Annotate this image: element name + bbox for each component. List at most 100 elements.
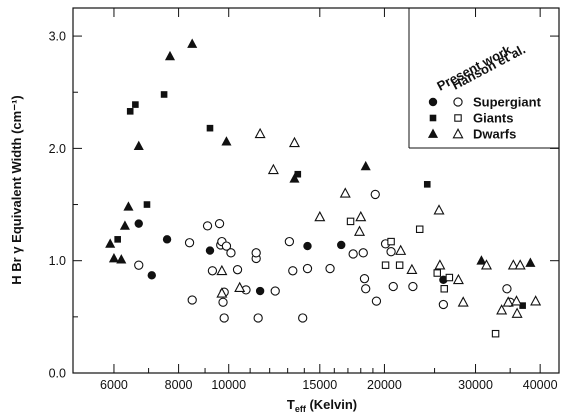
point-open-triangle (514, 259, 526, 270)
point-filled-triangle (105, 238, 116, 248)
legend: Present work Hanson et al. SupergiantGia… (408, 8, 559, 149)
point-filled-triangle (123, 201, 134, 211)
point-open-circle (219, 313, 229, 323)
legend-marker-filled-circle (428, 97, 438, 107)
legend-marker-filled-square (429, 114, 437, 122)
point-open-triangle (353, 225, 366, 236)
point-open-circle (388, 281, 398, 292)
point-open-circle (251, 248, 261, 258)
point-filled-circle (162, 235, 172, 244)
point-open-triangle (288, 136, 300, 148)
point-open-circle (207, 266, 218, 276)
point-open-circle (325, 263, 335, 274)
x-tick-label: 6000 (100, 378, 128, 392)
point-filled-square (143, 201, 151, 208)
point-filled-triangle (187, 38, 198, 48)
point-open-circle (232, 265, 243, 275)
point-filled-triangle (119, 220, 130, 230)
x-tick-label: 40000 (523, 378, 558, 392)
y-axis-label: H Br γ Equivalent Width (cm⁻¹) (9, 95, 24, 284)
point-open-triangle (234, 281, 246, 292)
point-open-circle (221, 241, 232, 251)
series-filled-square (114, 91, 526, 309)
point-open-square (433, 269, 441, 277)
legend-marker-open-circle (453, 97, 463, 107)
point-open-circle (348, 249, 358, 259)
point-open-triangle (457, 296, 469, 307)
point-open-triangle (510, 295, 523, 306)
point-filled-circle (303, 241, 312, 251)
point-open-circle (214, 218, 225, 229)
point-open-circle (358, 248, 368, 258)
point-filled-triangle (108, 252, 119, 263)
point-open-square (346, 217, 355, 226)
point-open-triangle (267, 163, 279, 175)
x-axis-label-unit: (Kelvin) (306, 397, 357, 412)
legend-entry-dwarfs: Dwarfs (427, 127, 516, 142)
point-open-circle (370, 189, 380, 200)
x-axis: 6000 8000 10000 15000 20000 30000 40000 (100, 8, 558, 392)
point-open-triangle (216, 264, 228, 276)
point-open-circle (371, 296, 382, 306)
series-open-triangle (216, 127, 542, 318)
point-open-circle (218, 297, 228, 307)
legend-marker-open-square (454, 114, 462, 122)
point-open-square (491, 329, 500, 338)
point-open-triangle (434, 259, 446, 270)
point-open-circle (202, 221, 213, 231)
series-filled-triangle (105, 38, 536, 267)
point-open-circle (408, 281, 418, 292)
data-points (105, 38, 542, 338)
point-open-triangle (339, 187, 351, 198)
point-open-triangle (216, 287, 228, 298)
point-open-triangle (511, 307, 523, 318)
point-open-triangle (254, 127, 266, 139)
point-open-triangle (433, 204, 445, 215)
point-filled-square (114, 236, 121, 243)
x-tick-label: 10000 (211, 378, 246, 392)
point-open-circle (361, 284, 371, 294)
point-open-triangle (395, 244, 407, 255)
point-open-circle (359, 274, 370, 284)
point-open-circle (502, 284, 512, 294)
point-filled-triangle (164, 50, 176, 61)
y-tick-label: 1.0 (49, 254, 66, 268)
y-axis: 0.0 1.0 2.0 3.0 (49, 30, 559, 381)
point-filled-square (126, 108, 134, 115)
point-filled-circle (147, 271, 156, 280)
legend-marker-filled-triangle (427, 128, 439, 138)
point-filled-square (160, 91, 168, 98)
point-open-circle (288, 266, 298, 276)
point-open-triangle (530, 295, 542, 306)
point-open-circle (302, 263, 313, 274)
y-tick-label: 0.0 (49, 367, 66, 381)
y-tick-label: 2.0 (49, 142, 66, 156)
point-open-triangle (406, 263, 418, 275)
point-open-circle (226, 248, 236, 258)
point-filled-circle (255, 286, 265, 296)
point-filled-triangle (289, 173, 300, 183)
series-open-square (346, 217, 500, 338)
point-open-triangle (480, 259, 493, 270)
point-filled-triangle (221, 136, 232, 146)
point-open-circle (270, 286, 280, 296)
point-open-circle (253, 313, 263, 323)
point-open-square (387, 237, 395, 246)
point-filled-square (294, 170, 302, 178)
point-filled-circle (134, 219, 143, 228)
point-open-triangle (507, 259, 519, 270)
x-axis-label-main: T (287, 397, 295, 412)
point-filled-circle (205, 246, 215, 255)
point-open-square (415, 225, 424, 233)
series-filled-circle (134, 219, 448, 296)
legend-label: Giants (473, 111, 513, 126)
legend-label: Dwarfs (473, 127, 516, 142)
point-filled-triangle (116, 254, 127, 264)
legend-entry-supergiant: Supergiant (428, 95, 542, 110)
x-tick-label: 30000 (458, 378, 493, 392)
point-open-square (395, 261, 404, 269)
point-open-triangle (496, 304, 508, 315)
point-open-circle (386, 247, 396, 257)
